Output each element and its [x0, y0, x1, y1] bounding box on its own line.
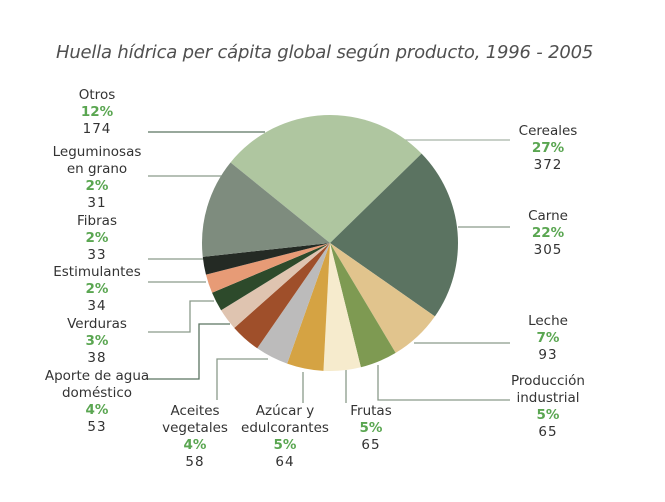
- slice-label-fibras: Fibras 2% 33: [77, 213, 117, 264]
- label-category: Fibras: [77, 213, 117, 229]
- label-percent: 7%: [536, 330, 560, 346]
- pie-slice: [330, 243, 396, 368]
- label-category: Aceites: [170, 403, 220, 419]
- label-value: 33: [87, 247, 107, 263]
- pie-slice: [202, 243, 330, 275]
- leader-line: [216, 358, 268, 400]
- label-category: Azúcar y: [255, 403, 315, 419]
- slice-label-azucar: Azúcar y edulcorantes 5% 64: [241, 403, 329, 471]
- label-percent: 4%: [85, 402, 109, 418]
- label-category: Verduras: [67, 316, 127, 332]
- slice-label-leguminosas: Leguminosas en grano 2% 31: [53, 144, 142, 212]
- label-value: 58: [185, 454, 205, 470]
- pie-slice: [287, 243, 330, 371]
- label-category: doméstico: [61, 385, 133, 401]
- pie-slices: [202, 114, 459, 371]
- slice-label-cereales: Cereales 27% 372: [519, 123, 578, 174]
- label-category: vegetales: [162, 420, 228, 436]
- slice-label-aceites: Aceites vegetales 4% 58: [162, 403, 228, 471]
- label-category: Cereales: [518, 123, 578, 139]
- slice-label-estimulantes: Estimulantes 2% 34: [53, 264, 141, 315]
- label-value: 174: [82, 121, 112, 137]
- label-value: 65: [361, 437, 381, 453]
- label-category: Leche: [528, 313, 568, 329]
- slice-label-produccion: Producción industrial 5% 65: [511, 373, 585, 441]
- slice-label-otros: Otros 12% 174: [79, 87, 115, 138]
- label-value: 93: [538, 347, 558, 363]
- label-value: 38: [87, 350, 107, 366]
- leader-line: [377, 365, 510, 401]
- label-percent: 5%: [536, 407, 560, 423]
- label-category: Aporte de agua: [44, 368, 150, 384]
- label-category: Leguminosas: [52, 144, 142, 160]
- chart-title: Huella hídrica per cápita global según p…: [56, 42, 594, 63]
- pie-slice: [323, 243, 361, 371]
- label-percent: 2%: [85, 230, 109, 246]
- label-category: Producción: [511, 373, 585, 389]
- leader-line: [148, 323, 230, 380]
- label-percent: 4%: [183, 437, 207, 453]
- pie-slice: [230, 114, 422, 243]
- slice-label-verduras: Verduras 3% 38: [67, 316, 127, 367]
- slice-label-aporte: Aporte de agua doméstico 4% 53: [45, 368, 149, 436]
- label-percent: 12%: [80, 104, 114, 120]
- label-category: en grano: [66, 161, 128, 177]
- pie-slice: [330, 153, 459, 317]
- pie-slice: [221, 243, 330, 328]
- label-value: 34: [87, 298, 107, 314]
- label-percent: 22%: [531, 225, 565, 241]
- slice-label-frutas: Frutas 5% 65: [350, 403, 392, 454]
- label-percent: 27%: [531, 140, 565, 156]
- label-percent: 3%: [85, 333, 109, 349]
- label-category: Carne: [528, 208, 568, 224]
- pie-slice: [205, 243, 330, 293]
- leader-lines: [148, 131, 510, 403]
- slice-label-leche: Leche 7% 93: [528, 313, 568, 364]
- label-category: Frutas: [350, 403, 392, 419]
- pie-slice: [330, 243, 435, 353]
- label-percent: 5%: [273, 437, 297, 453]
- label-value: 31: [87, 195, 107, 211]
- pie-slice: [212, 243, 330, 311]
- slice-label-carne: Carne 22% 305: [528, 208, 568, 259]
- label-value: 53: [87, 419, 107, 435]
- label-percent: 2%: [85, 178, 109, 194]
- label-value: 305: [533, 242, 563, 258]
- pie-slice: [202, 162, 330, 257]
- label-value: 65: [538, 424, 558, 440]
- label-value: 372: [533, 157, 563, 173]
- pie-slice: [234, 243, 330, 349]
- label-percent: 2%: [85, 281, 109, 297]
- label-percent: 5%: [359, 420, 383, 436]
- label-category: Otros: [78, 87, 116, 103]
- leader-line: [148, 300, 214, 333]
- label-category: Estimulantes: [53, 264, 141, 280]
- label-category: industrial: [516, 390, 580, 406]
- pie-slice: [257, 243, 330, 364]
- label-value: 64: [275, 454, 295, 470]
- label-category: edulcorantes: [241, 420, 329, 436]
